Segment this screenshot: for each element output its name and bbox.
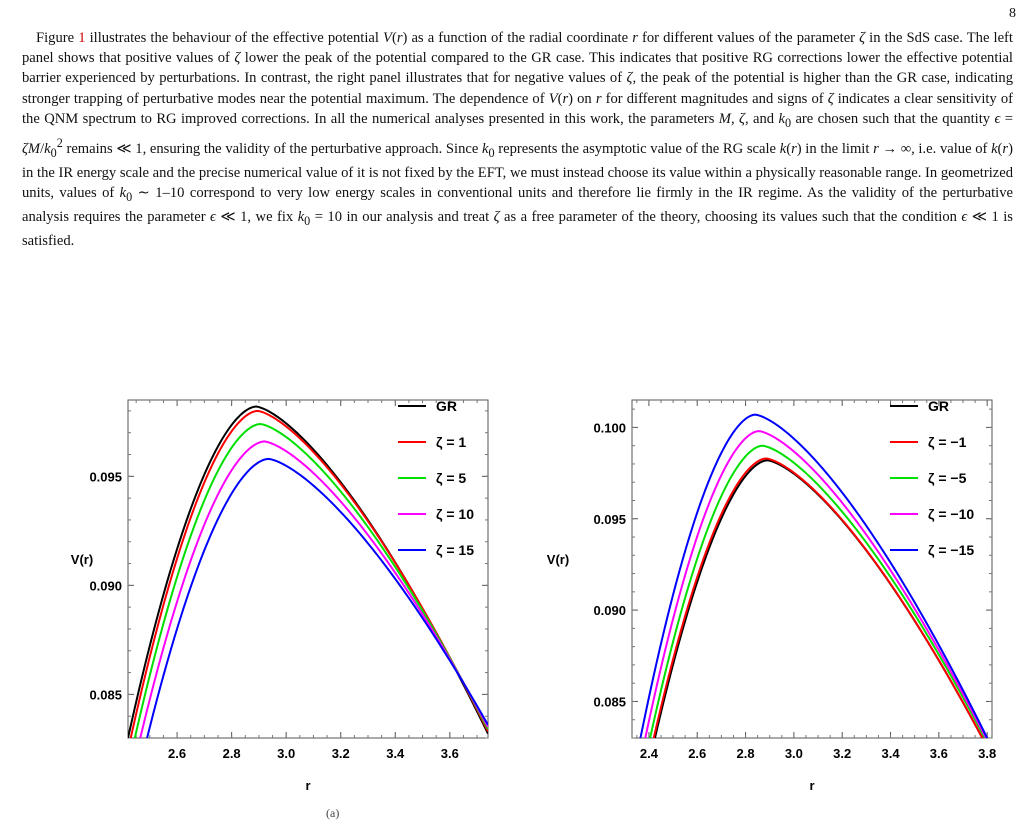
x-tick-label: 2.6	[168, 746, 186, 761]
series-line	[133, 423, 488, 738]
x-tick-label: 2.4	[640, 746, 659, 761]
x-tick-label: 3.4	[881, 746, 900, 761]
series-line	[649, 444, 986, 738]
x-axis-label: r	[809, 778, 814, 793]
legend-label: ζ = −1	[928, 434, 967, 450]
y-tick-label: 0.095	[593, 512, 626, 527]
y-tick-label: 0.090	[593, 603, 626, 618]
x-tick-label: 3.2	[332, 746, 350, 761]
y-axis-label: V(r)	[547, 552, 569, 567]
plot-frame	[127, 399, 489, 739]
legend-label: ζ = 10	[436, 506, 474, 522]
x-tick-label: 3.6	[930, 746, 948, 761]
figure: 2.6 2.8 3.0 3.2 3.4 3.6 0.085 0.090 0.095 r V(r) GR…	[0, 378, 1031, 820]
plot-frame	[631, 399, 993, 739]
y-axis-label: V(r)	[71, 552, 93, 567]
right-panel-chart: 2.4 2.6 2.8 3.0 3.2 3.4 3.6 3.8 0.085 0.090 0.095 0…	[547, 398, 996, 793]
x-tick-label: 3.2	[833, 746, 851, 761]
series-line	[129, 409, 488, 738]
legend-label: ζ = 5	[436, 470, 466, 486]
body-paragraph: Figure 1 illustrates the behaviour of th…	[22, 30, 1014, 250]
x-axis-label: r	[305, 778, 310, 793]
y-tick-label: 0.095	[89, 469, 122, 484]
x-tick-label: 2.6	[688, 746, 706, 761]
y-tick-label: 0.085	[593, 694, 626, 709]
series-line	[639, 413, 989, 738]
left-panel-chart: 2.6 2.8 3.0 3.2 3.4 3.6 0.085 0.090 0.095 r V(r) GR…	[71, 398, 489, 793]
legend-label: ζ = 1	[436, 434, 466, 450]
x-tick-label: 2.8	[223, 746, 241, 761]
page-number: 8	[1009, 6, 1016, 21]
legend-label: ζ = 15	[436, 542, 474, 558]
series-line	[652, 457, 984, 738]
x-tick-label: 3.0	[277, 746, 295, 761]
series-line	[644, 430, 987, 738]
legend-label: GR	[436, 398, 457, 414]
x-tick-label: 3.8	[978, 746, 996, 761]
x-tick-label: 3.0	[785, 746, 803, 761]
legend-label: ζ = −15	[928, 542, 974, 558]
x-tick-label: 2.8	[737, 746, 755, 761]
series-line	[139, 440, 488, 738]
series-line	[653, 459, 984, 738]
subcaption-a: (a)	[326, 806, 340, 820]
legend-label: ζ = −10	[928, 506, 974, 522]
legend-label: GR	[928, 398, 949, 414]
y-tick-label: 0.100	[593, 420, 626, 435]
y-tick-label: 0.090	[89, 578, 122, 593]
series-line	[146, 457, 488, 738]
y-tick-label: 0.085	[89, 687, 122, 702]
x-tick-label: 3.4	[386, 746, 405, 761]
x-tick-label: 3.6	[441, 746, 459, 761]
legend-label: ζ = −5	[928, 470, 967, 486]
